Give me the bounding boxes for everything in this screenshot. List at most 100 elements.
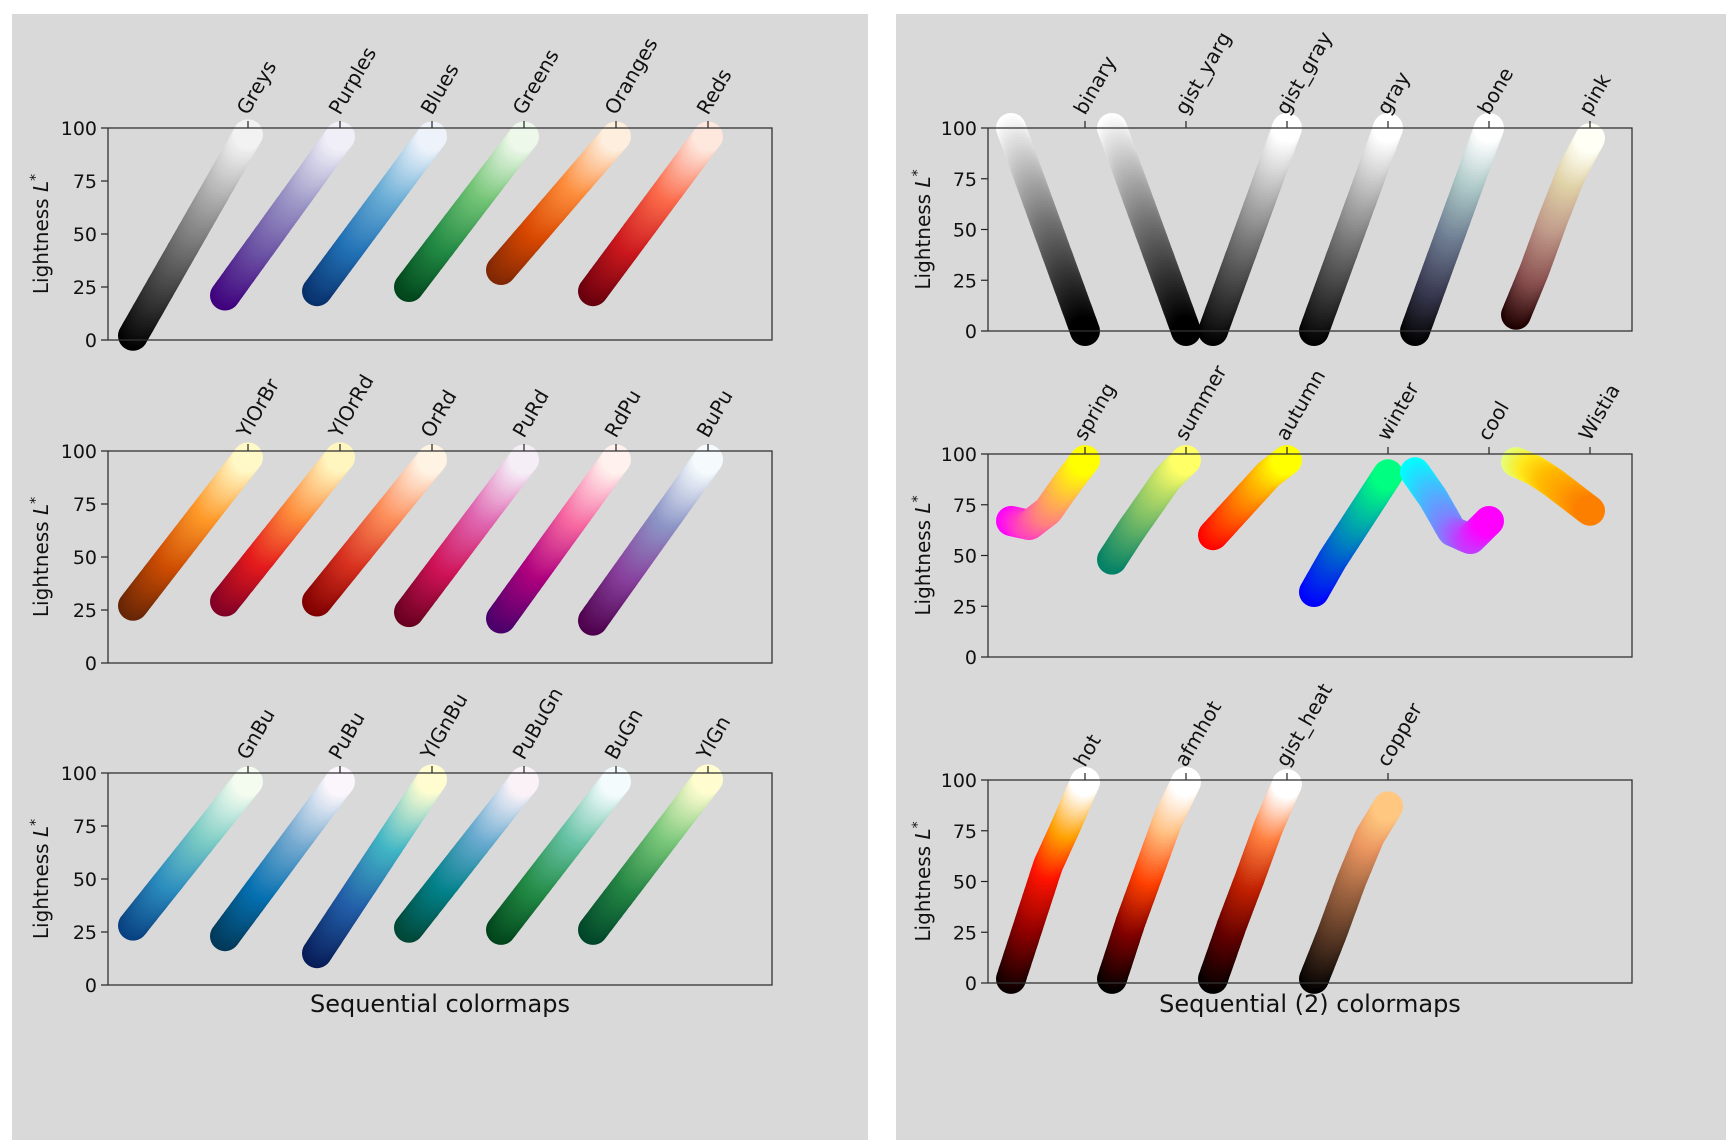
y-tick-label-25: 25 (73, 277, 97, 299)
colormap-label-winter: winter (1372, 377, 1425, 444)
colormap-label-blues: Blues (416, 59, 464, 118)
axes-frame (107, 127, 773, 341)
colormap-point (233, 442, 263, 473)
y-axis-label: Lightness L* (910, 821, 935, 941)
colormap-point (325, 442, 355, 473)
colormap-label-hot: hot (1069, 730, 1106, 771)
colormap-point (693, 764, 723, 795)
colormap-label-rdpu: RdPu (600, 385, 646, 441)
colormap-pubugn: PuBuGn (394, 683, 568, 943)
colormap-orrd: OrRd (302, 386, 462, 617)
y-tick-label-0: 0 (85, 330, 97, 352)
colormap-label-bone: bone (1473, 63, 1519, 118)
y-tick-label-50: 50 (953, 220, 977, 242)
y-axis-label: Lightness L* (28, 819, 53, 939)
colormap-wistia: Wistia (1501, 380, 1625, 526)
colormap-point (233, 119, 263, 150)
sequential-panel: Sequential colormaps 0 25 50 75 100 Lightness … (12, 14, 868, 1140)
sequential-2-chart: Sequential (2) colormaps 0 25 50 75 100 Lightn… (910, 27, 1633, 1018)
colormap-label-bugn: BuGn (600, 704, 648, 763)
colormap-point (601, 444, 631, 475)
y-tick-label-75: 75 (73, 816, 97, 838)
sequential-2-panel: Sequential (2) colormaps 0 25 50 75 100 Lightn… (896, 14, 1726, 1140)
colormap-label-summer: summer (1170, 360, 1232, 444)
y-tick-label-25: 25 (953, 922, 977, 944)
colormap-point (233, 766, 263, 797)
colormap-point (1070, 767, 1100, 797)
colormap-reds: Reds (578, 65, 737, 307)
colormap-ylgn: YlGn (578, 712, 735, 945)
y-tick-label-0: 0 (965, 973, 977, 995)
colormap-ylorbr: YlOrBr (118, 374, 285, 621)
colormap-point (417, 444, 447, 475)
y-tick-label-100: 100 (61, 118, 97, 140)
colormap-binary: binary (996, 52, 1121, 346)
y-axis-label: Lightness L* (28, 174, 53, 294)
sequential-2-colormaps-subplot-1: 0 25 50 75 100 Lightness L* binary gist_yarg gis… (910, 27, 1633, 346)
colormap-point (1373, 459, 1403, 490)
colormap-pink: pink (1501, 69, 1616, 330)
colormap-gray: gray (1299, 67, 1415, 346)
colormap-point (1171, 767, 1201, 797)
sequential-2-colormaps-subplot-2: 0 25 50 75 100 Lightness L* spring summer autumn… (910, 360, 1633, 669)
y-tick-label-75: 75 (73, 494, 97, 516)
colormap-bupu: BuPu (578, 386, 738, 636)
y-tick-label-0: 0 (965, 647, 977, 669)
colormap-spring: spring (996, 379, 1120, 540)
colormap-label-purples: Purples (324, 43, 382, 119)
colormap-copper: copper (1299, 698, 1427, 994)
colormap-greys: Greys (118, 56, 282, 351)
colormap-label-orrd: OrRd (416, 386, 462, 442)
colormap-label-copper: copper (1372, 698, 1428, 771)
colormap-label-gist-yarg: gist_yarg (1170, 28, 1236, 119)
colormap-label-greys: Greys (232, 56, 282, 118)
y-axis-label: Lightness L* (910, 495, 935, 615)
colormap-point (1575, 123, 1605, 154)
sequential-colormaps-subplot-2: 0 25 50 75 100 Lightness L* YlOrBr YlOrRd OrRd Pu… (28, 370, 773, 675)
colormap-label-gist-gray: gist_gray (1271, 27, 1338, 118)
y-tick-label-50: 50 (73, 547, 97, 569)
colormap-point (417, 121, 447, 152)
colormap-point (325, 121, 355, 152)
axes-frame (107, 450, 773, 664)
colormap-point (325, 766, 355, 797)
sequential-chart: Sequential colormaps 0 25 50 75 100 Lightness … (28, 33, 773, 1018)
colormap-label-ylorbr: YlOrBr (231, 374, 285, 443)
colormap-label-pink: pink (1574, 69, 1616, 118)
colormap-purd: PuRd (394, 385, 554, 628)
y-tick-label-25: 25 (73, 600, 97, 622)
colormap-hot: hot (996, 730, 1106, 994)
y-tick-label-50: 50 (953, 546, 977, 568)
y-tick-label-50: 50 (73, 869, 97, 891)
colormap-label-ylgn: YlGn (691, 712, 735, 765)
y-axis-label: Lightness L* (910, 169, 935, 289)
colormap-label-oranges: Oranges (600, 33, 663, 118)
y-tick-label-100: 100 (941, 118, 977, 140)
y-tick-label-50: 50 (953, 872, 977, 894)
y-tick-label-0: 0 (85, 653, 97, 675)
y-tick-label-25: 25 (73, 922, 97, 944)
colormap-label-gray: gray (1372, 67, 1415, 118)
sequential-colormaps-subplot-1: 0 25 50 75 100 Lightness L* Greys Purples Blues G… (28, 33, 773, 352)
colormap-gist-heat: gist_heat (1198, 679, 1337, 994)
colormap-pubu: PuBu (210, 708, 370, 952)
sequential-colormaps-subplot-3: 0 25 50 75 100 Lightness L* GnBu PuBu YlGnBu PuBu… (28, 683, 773, 997)
y-tick-label-0: 0 (85, 975, 97, 997)
colormap-label-reds: Reds (692, 65, 737, 119)
colormap-point (417, 764, 447, 795)
colormap-label-spring: spring (1069, 379, 1121, 445)
colormap-point (1171, 445, 1201, 476)
colormap-label-binary: binary (1069, 52, 1121, 119)
y-tick-label-75: 75 (953, 495, 977, 517)
colormap-point (1474, 506, 1504, 536)
colormap-label-autumn: autumn (1271, 365, 1331, 444)
colormap-point (509, 766, 539, 797)
y-tick-label-25: 25 (953, 596, 977, 618)
colormap-label-gist-heat: gist_heat (1271, 679, 1338, 770)
colormap-label-pubugn: PuBuGn (508, 683, 568, 763)
colormap-ylgnbu: YlGnBu (302, 689, 473, 969)
colormap-label-wistia: Wistia (1574, 380, 1625, 445)
colormap-point (1070, 445, 1100, 476)
sequential-colormaps-caption: Sequential colormaps (310, 990, 570, 1018)
colormap-label-purd: PuRd (508, 385, 554, 441)
